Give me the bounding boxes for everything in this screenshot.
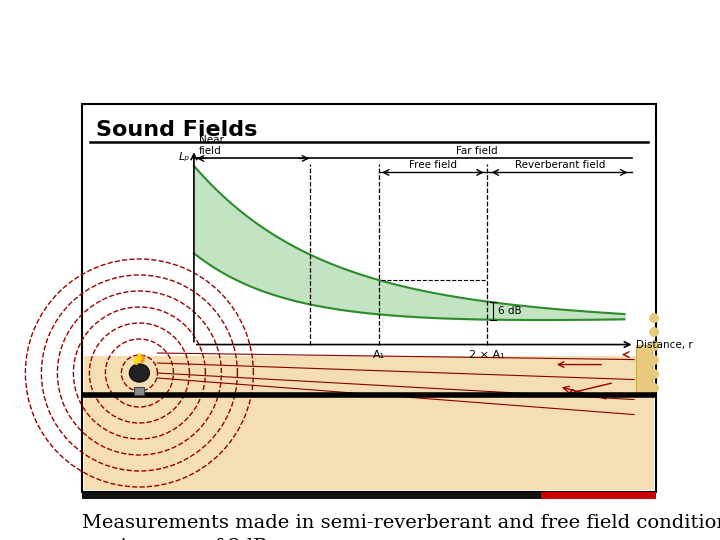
Ellipse shape <box>649 327 659 337</box>
Text: Distance, r: Distance, r <box>636 340 693 349</box>
Ellipse shape <box>649 313 659 323</box>
Ellipse shape <box>137 353 142 361</box>
Text: 2 × A₁: 2 × A₁ <box>469 349 505 360</box>
Text: Lₚ: Lₚ <box>179 152 190 163</box>
Text: are in error of 2dB: are in error of 2dB <box>82 538 268 540</box>
Text: A₁: A₁ <box>373 349 385 360</box>
Bar <box>82 104 656 492</box>
Ellipse shape <box>649 355 659 365</box>
Bar <box>135 387 145 395</box>
Text: Sound Fields: Sound Fields <box>96 120 257 140</box>
Ellipse shape <box>649 369 659 379</box>
Ellipse shape <box>140 355 145 363</box>
Text: Measurements made in semi-reverberant and free field conditions: Measurements made in semi-reverberant an… <box>82 514 720 532</box>
Ellipse shape <box>130 364 150 382</box>
Ellipse shape <box>649 341 659 351</box>
Bar <box>82 492 541 499</box>
Ellipse shape <box>649 383 659 393</box>
Bar <box>541 492 656 499</box>
Ellipse shape <box>134 357 139 365</box>
Text: Free field: Free field <box>409 160 457 171</box>
Bar <box>636 345 652 395</box>
Bar <box>84 356 654 490</box>
Text: Near
field: Near field <box>199 135 224 157</box>
Text: 6 dB: 6 dB <box>498 306 521 315</box>
Text: Far field: Far field <box>456 146 498 157</box>
Text: Reverberant field: Reverberant field <box>516 160 606 171</box>
